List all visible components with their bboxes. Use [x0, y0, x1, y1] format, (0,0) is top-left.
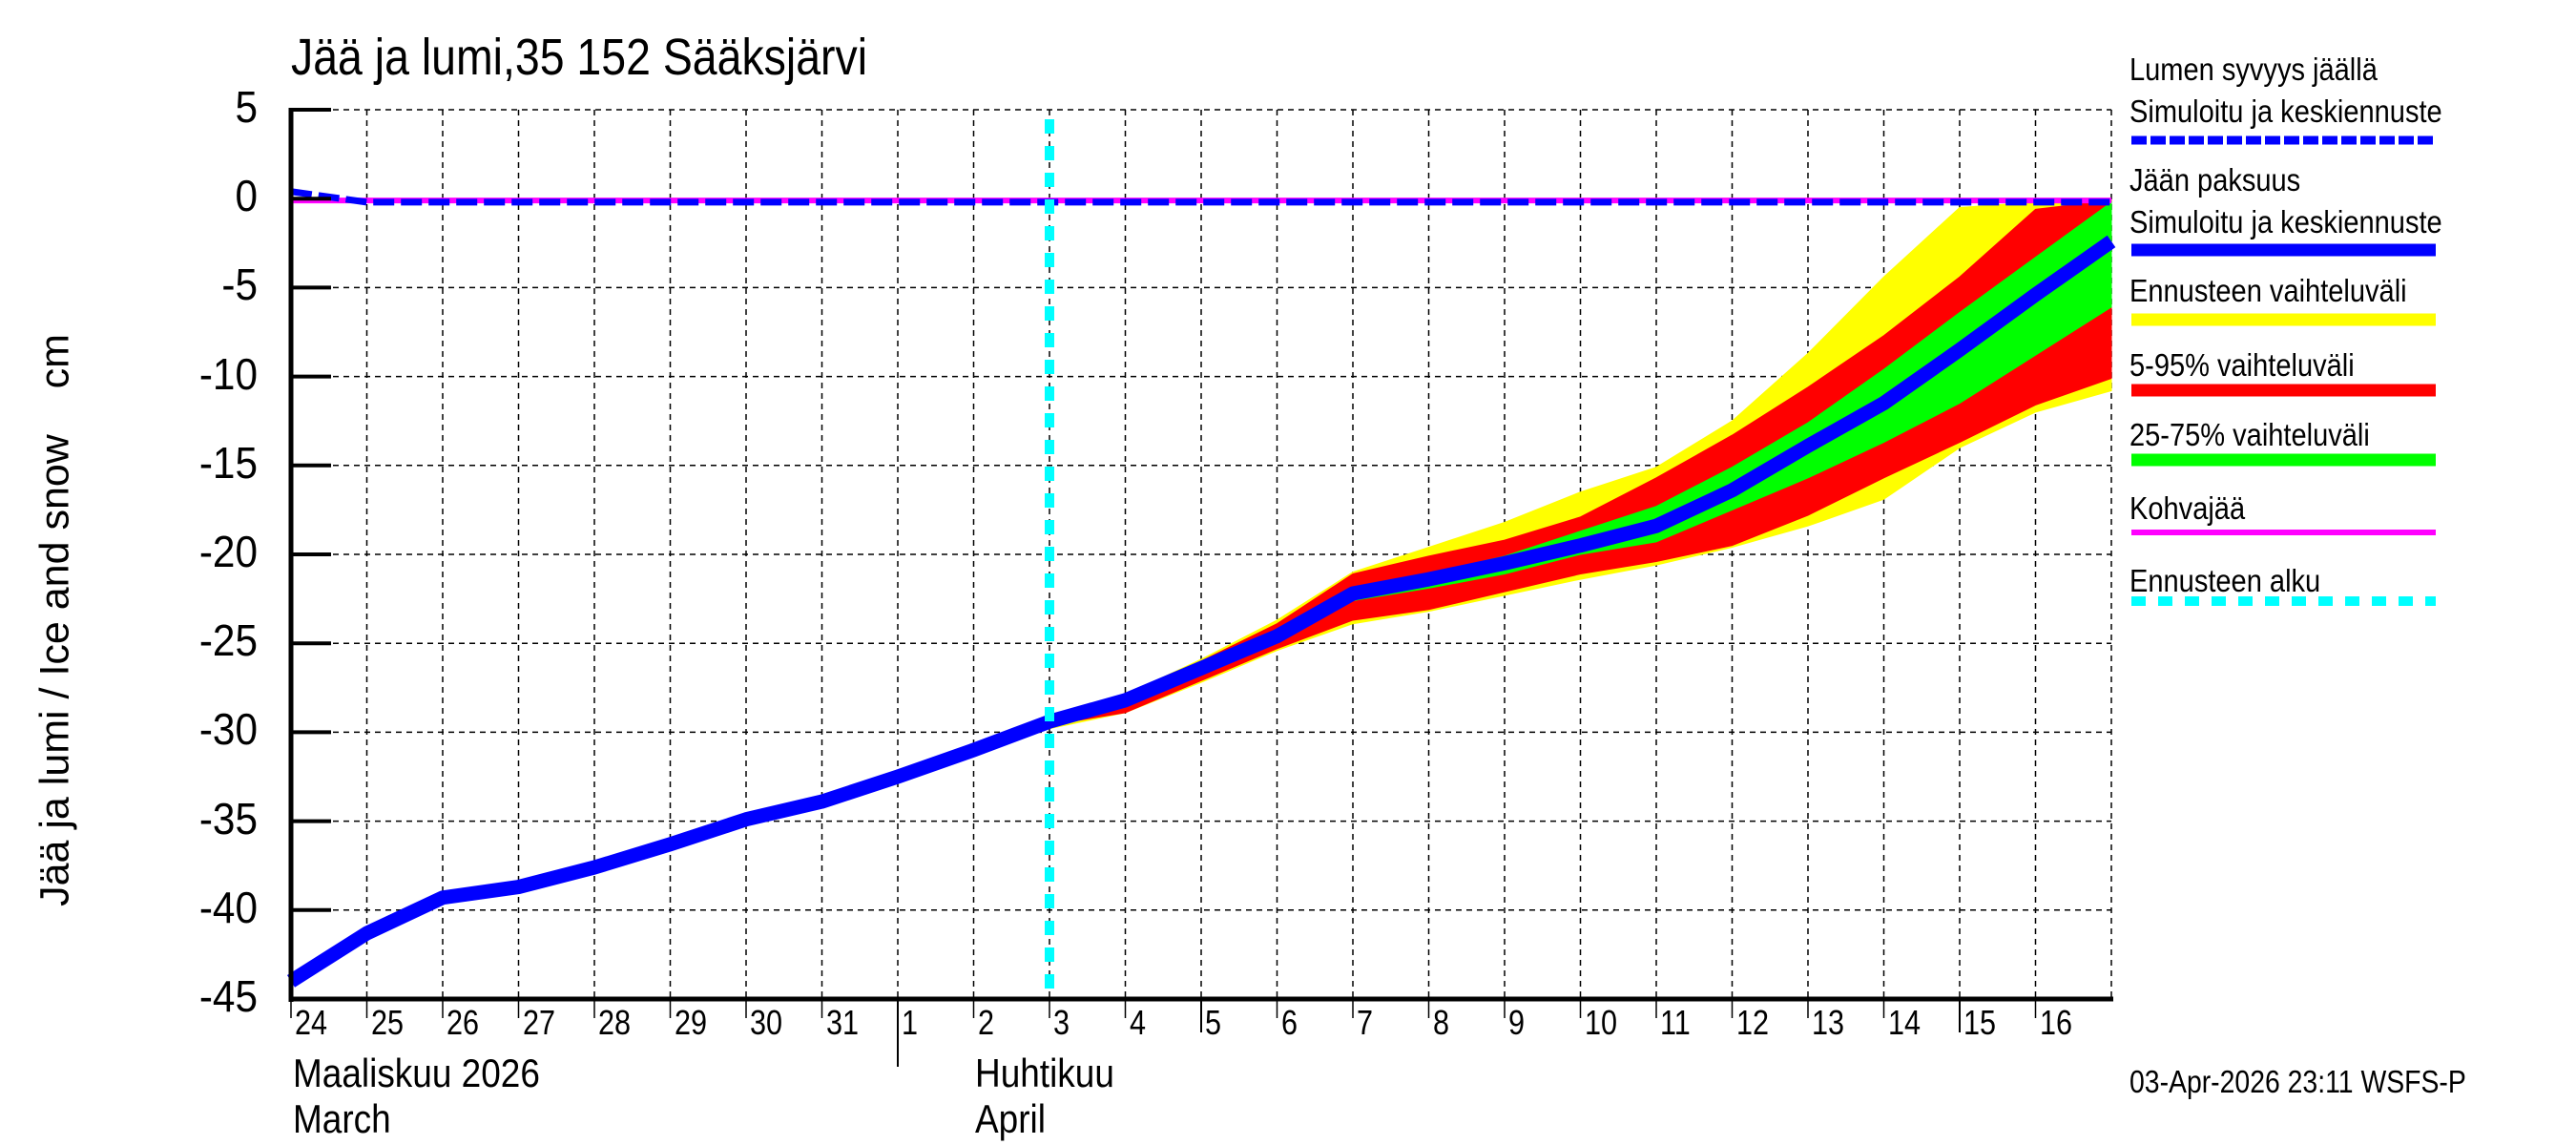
timestamp: 03-Apr-2026 23:11 WSFS-P — [2129, 1064, 2466, 1099]
x-tick-label: 5 — [1205, 1003, 1222, 1042]
legend-ice-subtitle: Simuloitu ja keskiennuste — [2129, 204, 2442, 239]
x-tick-label: 4 — [1129, 1003, 1146, 1042]
ice-thickness-line — [286, 235, 2116, 988]
x-tick-label: 11 — [1660, 1003, 1691, 1042]
legend-snow-subtitle: Simuloitu ja keskiennuste — [2129, 94, 2442, 129]
x-tick-label: 15 — [1963, 1003, 1997, 1042]
month-label-march-fi: Maaliskuu 2026 — [293, 1051, 540, 1095]
x-tick-label: 13 — [1812, 1003, 1845, 1042]
y-axis-label: Jää ja lumi / Ice and snow cm — [31, 334, 78, 906]
x-tick-label: 30 — [750, 1003, 783, 1042]
y-tick-label: 5 — [235, 82, 258, 132]
x-tick-label: 10 — [1584, 1003, 1617, 1042]
y-tick-label: -30 — [198, 704, 258, 755]
legend-forecast-start: Ennusteen alku — [2129, 563, 2321, 598]
y-tick-label: -15 — [198, 437, 258, 488]
month-label-march-en: March — [293, 1096, 391, 1141]
y-tick-label: -45 — [198, 971, 258, 1021]
x-tick-label: 3 — [1053, 1003, 1070, 1042]
x-tick-label: 27 — [522, 1003, 555, 1042]
axes — [288, 108, 2113, 1067]
y-tick-label: 0 — [235, 171, 258, 221]
y-tick-label: -25 — [198, 615, 258, 666]
grid-lines — [291, 109, 2112, 999]
y-tick-label: -20 — [198, 527, 258, 576]
x-tick-label: 31 — [825, 1003, 859, 1042]
x-tick-label: 24 — [295, 1003, 328, 1042]
x-tick-label: 1 — [902, 1003, 919, 1042]
x-tick-label: 2 — [977, 1003, 994, 1042]
x-tick-label: 14 — [1887, 1003, 1921, 1042]
y-tick-label: -40 — [198, 882, 258, 932]
y-tick-label: -5 — [221, 260, 258, 310]
x-tick-label: 12 — [1735, 1003, 1769, 1042]
chart-title: Jää ja lumi,35 152 Sääksjärvi — [291, 29, 868, 86]
x-tick-label: 25 — [370, 1003, 404, 1042]
y-tick-label: -35 — [198, 793, 258, 843]
month-label-april-fi: Huhtikuu — [975, 1051, 1114, 1095]
legend-forecast-range: Ennusteen vaihteluväli — [2129, 273, 2407, 308]
legend-snow-title: Lumen syvyys jäällä — [2129, 52, 2378, 87]
month-label-april-en: April — [975, 1096, 1046, 1141]
x-tick-label: 7 — [1357, 1003, 1374, 1042]
x-tick-label: 9 — [1508, 1003, 1526, 1042]
x-tick-label: 8 — [1432, 1003, 1449, 1042]
x-tick-label: 16 — [2039, 1003, 2072, 1042]
legend-swatches — [2131, 135, 2436, 606]
legend-25-75-range: 25-75% vaihteluväli — [2129, 417, 2370, 452]
band-5-95-vaihteluv-li — [1049, 199, 2112, 726]
legend-slush-ice: Kohvajää — [2129, 490, 2246, 526]
x-tick-label: 28 — [598, 1003, 632, 1042]
y-tick-label: -10 — [198, 348, 258, 399]
x-tick-label: 29 — [674, 1003, 707, 1042]
legend-5-95-range: 5-95% vaihteluväli — [2129, 347, 2355, 383]
band-ennusteen-vaihteluv-li — [1049, 199, 2112, 730]
x-tick-label: 26 — [447, 1003, 480, 1042]
data-lines — [286, 119, 2116, 999]
x-tick-label: 6 — [1280, 1003, 1298, 1042]
legend-ice-title: Jään paksuus — [2129, 162, 2301, 198]
